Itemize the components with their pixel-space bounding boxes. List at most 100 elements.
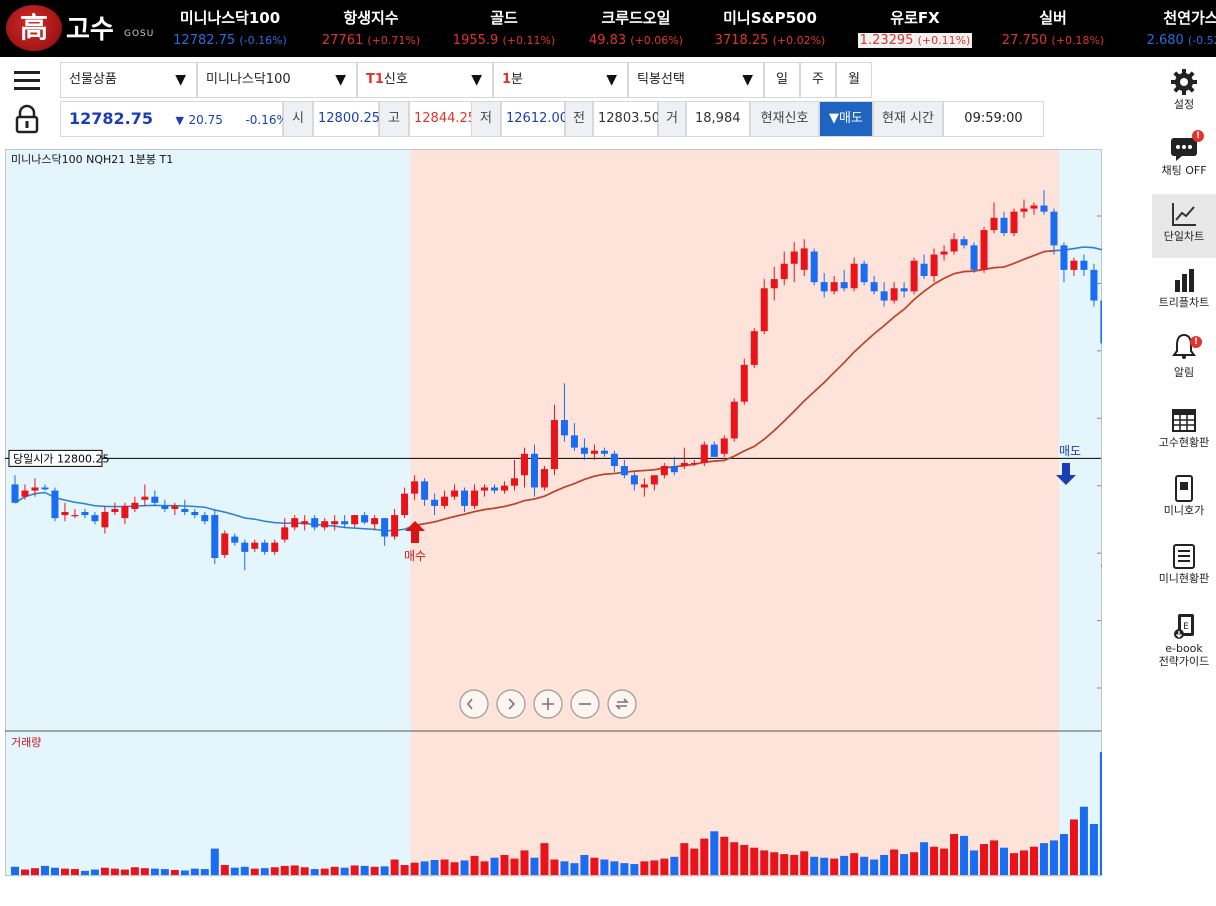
volume-bar: [500, 854, 509, 875]
current-time-label: 현재 시간: [873, 101, 943, 137]
ticker-hangseng[interactable]: 항생지수 27761 (+0.71%): [306, 7, 436, 48]
product-dropdown[interactable]: 미니나스닥100 ▼: [197, 62, 357, 98]
ticker-name: 실버: [1039, 9, 1067, 27]
side-item-settings[interactable]: 설정: [1152, 62, 1216, 126]
product-type-dropdown[interactable]: 선물상품 ▼: [60, 62, 197, 98]
candle-body: [201, 515, 209, 522]
side-item-chat[interactable]: ! 채팅 OFF: [1152, 128, 1216, 192]
volume-bar: [90, 869, 99, 875]
ticker-sp500[interactable]: 미니S&P500 3718.25 (+0.02%): [705, 7, 835, 48]
interval-number: 1: [502, 72, 512, 87]
ticker-crude-oil[interactable]: 크루드오일 49.83 (+0.06%): [571, 7, 701, 48]
candle-body: [1000, 217, 1008, 234]
candle-body: [371, 518, 379, 525]
ticker-price: 3718.25: [714, 33, 769, 48]
ticker-silver[interactable]: 실버 27.750 (+0.18%): [988, 7, 1118, 48]
quote-toolbar: 12782.75 ▼ 20.75 -0.16% 시 12800.25 고 128…: [0, 101, 1150, 137]
volume-bar: [800, 851, 809, 875]
side-item-gosu-board[interactable]: 고수현황판: [1152, 400, 1216, 464]
candle-body: [1070, 260, 1078, 270]
candle-body: [281, 527, 289, 540]
volume-bar: [400, 864, 409, 875]
ticker-change: (-0.16%): [239, 34, 287, 47]
volume-bar: [410, 862, 419, 875]
volume-bar: [330, 866, 339, 875]
sell-signal-label: 매도: [1059, 444, 1081, 458]
side-item-mini-board[interactable]: 미니현황판: [1152, 536, 1216, 600]
candle-type-dropdown[interactable]: 틱봉선택 ▼: [628, 62, 764, 98]
side-item-triple-chart[interactable]: 트리플차트: [1152, 260, 1216, 324]
logo-hanja-badge: 高: [6, 5, 62, 51]
side-item-single-chart[interactable]: 단일차트: [1152, 194, 1216, 258]
ticker-gold[interactable]: 골드 1955.9 (+0.11%): [439, 7, 569, 48]
moving-average-line-buy: [414, 249, 1055, 527]
ticker-price: 27761: [321, 33, 364, 48]
chevron-left-icon[interactable]: [459, 689, 489, 719]
ticker-eurofx[interactable]: 유로FX 1.23295 (+0.11%): [850, 7, 980, 48]
candle-body: [381, 518, 389, 537]
ticker-name: 골드: [490, 9, 518, 27]
interval-dropdown[interactable]: 1분 ▼: [493, 62, 628, 98]
chart-canvas[interactable]: 미니나스닥100 NQH21 1분봉 T112839,7912828,79128…: [5, 149, 1102, 877]
candle-body: [1050, 211, 1058, 246]
candle-body: [421, 481, 429, 500]
low-label: 저: [471, 101, 501, 137]
volume-label: 거: [658, 101, 686, 137]
volume-bar: [130, 867, 139, 875]
period-week-button[interactable]: 주: [800, 62, 836, 98]
candle-body: [1080, 260, 1088, 270]
side-item-ebook-guide[interactable]: E e-book 전략가이드: [1152, 606, 1216, 676]
side-item-label: 미니호가: [1163, 504, 1205, 517]
sell-signal-text: 매도: [839, 111, 863, 126]
volume-bar: [300, 867, 309, 875]
side-item-mini-hoga[interactable]: 미니호가: [1152, 468, 1216, 532]
ticker-nasdaq[interactable]: 미니나스닥100 12782.75 (-0.16%): [165, 7, 295, 48]
volume-bar: [850, 853, 859, 875]
reset-icon[interactable]: [607, 689, 637, 719]
phone-icon: [1175, 475, 1193, 502]
hamburger-menu-icon[interactable]: [8, 62, 48, 98]
candle-body: [251, 542, 259, 549]
gosu-logo[interactable]: 高 고수 GOSU: [6, 5, 156, 51]
period-day-button[interactable]: 일: [764, 62, 800, 98]
candle-body: [650, 475, 658, 485]
candle-body: [700, 444, 708, 463]
candle-body: [740, 364, 748, 402]
candle-body: [111, 508, 119, 513]
chevron-right-icon[interactable]: [496, 689, 526, 719]
zoom-out-icon[interactable]: [570, 689, 600, 719]
volume-bar: [80, 870, 89, 875]
ticker-natural-gas[interactable]: 천연가스 2.680 (-0.52%): [1126, 7, 1216, 48]
candle-body: [670, 466, 678, 473]
lock-icon[interactable]: [8, 101, 48, 137]
candle-body: [311, 518, 319, 528]
volume-bar: [560, 861, 569, 875]
candle-body: [830, 282, 838, 292]
current-signal-label: 현재신호: [750, 101, 819, 137]
open-price-label: 당일시가 12800.25: [13, 451, 109, 465]
candle-body: [910, 260, 918, 292]
volume-bar: [380, 866, 389, 875]
zoom-in-icon[interactable]: [533, 689, 563, 719]
chat-badge: !: [1192, 130, 1204, 142]
signal-dropdown[interactable]: T1신호 ▼: [357, 62, 493, 98]
chart-border: [5, 149, 1102, 876]
volume-bar: [970, 850, 979, 875]
volume-bar: [270, 867, 279, 875]
candle-body: [441, 496, 449, 506]
side-item-label: 설정: [1173, 98, 1195, 111]
volume-bar: [980, 844, 989, 875]
candle-body: [690, 462, 698, 465]
side-item-alert[interactable]: ! 알림: [1152, 326, 1216, 390]
candle-body: [121, 505, 129, 519]
price-chart[interactable]: 미니나스닥100 NQH21 1분봉 T112839,7912828,79128…: [5, 149, 1102, 877]
candle-body: [950, 239, 958, 252]
volume-bar: [420, 861, 429, 875]
interval-unit: 분: [511, 72, 524, 87]
period-month-button[interactable]: 월: [836, 62, 872, 98]
prev-value: 12803.50: [593, 101, 660, 137]
candle-body: [481, 487, 489, 491]
side-item-label: e-book 전략가이드: [1158, 642, 1210, 668]
candle-body: [191, 512, 199, 516]
volume-bar: [630, 864, 639, 875]
